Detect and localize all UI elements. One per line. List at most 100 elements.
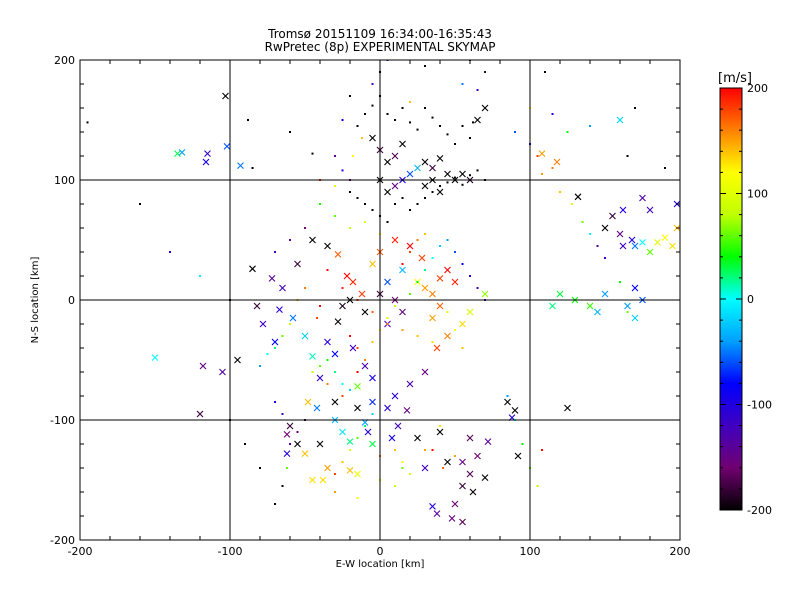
x-marker-point	[388, 434, 396, 442]
dot-marker-point	[349, 335, 351, 337]
dot-marker-point	[247, 119, 249, 121]
x-marker-point	[316, 440, 324, 448]
dot-marker-point	[551, 167, 554, 169]
dot-marker-point	[289, 131, 291, 133]
dot-marker-point	[536, 155, 539, 157]
chart-title: Tromsø 20151109 16:34:00-16:35:43	[267, 27, 492, 41]
x-marker-point	[444, 332, 451, 340]
x-axis-label: E-W location [km]	[336, 559, 425, 570]
dot-marker-point	[461, 83, 464, 85]
dot-marker-point	[476, 169, 479, 172]
x-marker-point	[421, 464, 429, 472]
y-tick-label: -200	[50, 534, 75, 547]
x-marker-point	[601, 224, 609, 232]
dot-marker-point	[361, 137, 363, 139]
dot-marker-point	[461, 183, 464, 186]
colorbar-tick-label: 200	[747, 82, 768, 95]
dot-marker-point	[416, 128, 419, 131]
dot-marker-point	[334, 215, 336, 217]
dot-marker-point	[544, 71, 546, 73]
x-marker-point	[369, 134, 376, 142]
x-marker-point	[223, 143, 231, 150]
x-marker-point	[286, 422, 294, 430]
x-marker-point	[204, 150, 211, 157]
dot-marker-point	[439, 425, 441, 427]
dot-marker-point	[536, 485, 539, 487]
dot-marker-point	[86, 121, 89, 124]
x-marker-point	[369, 260, 376, 268]
x-marker-point	[268, 275, 276, 282]
dot-marker-point	[259, 365, 261, 367]
x-marker-point	[253, 302, 261, 310]
x-marker-point	[481, 474, 489, 481]
x-marker-point	[324, 464, 331, 472]
dot-marker-point	[371, 83, 374, 85]
dot-marker-point	[439, 245, 441, 247]
x-marker-point	[654, 239, 661, 246]
x-marker-point	[459, 518, 466, 526]
x-marker-point	[481, 104, 489, 112]
x-marker-point	[294, 260, 301, 268]
x-marker-point	[466, 308, 474, 316]
x-marker-point	[199, 362, 207, 370]
x-marker-point	[414, 434, 421, 442]
x-marker-point	[646, 206, 654, 214]
x-marker-point	[316, 374, 324, 382]
x-marker-point	[234, 356, 241, 364]
x-marker-point	[628, 236, 636, 244]
dot-marker-point	[394, 119, 396, 121]
x-marker-point	[466, 470, 474, 478]
dot-marker-point	[589, 233, 591, 235]
x-marker-point	[616, 230, 624, 238]
x-marker-point	[354, 470, 361, 478]
x-marker-point	[354, 404, 361, 412]
dot-marker-point	[281, 335, 284, 337]
x-tick-label: -100	[218, 545, 243, 558]
x-marker-point	[451, 500, 459, 508]
dot-marker-point	[431, 449, 434, 451]
dot-marker-point	[541, 173, 543, 175]
dot-marker-point	[349, 95, 351, 97]
dot-marker-point	[469, 174, 471, 177]
dot-marker-point	[326, 359, 329, 361]
dot-marker-point	[349, 389, 351, 391]
dot-marker-point	[469, 275, 471, 277]
dot-marker-point	[371, 209, 374, 211]
x-marker-point	[319, 476, 327, 484]
dot-marker-point	[289, 323, 291, 325]
x-marker-point	[384, 278, 391, 286]
dot-marker-point	[334, 491, 336, 493]
dot-marker-point	[281, 485, 284, 487]
x-marker-point	[481, 290, 489, 298]
dot-marker-point	[266, 353, 269, 355]
colorbar-tick-label: -100	[747, 399, 772, 412]
x-marker-point	[219, 368, 226, 376]
x-marker-point	[346, 467, 354, 474]
dot-marker-point	[409, 251, 411, 253]
x-marker-point	[196, 410, 204, 418]
dot-marker-point	[551, 113, 554, 115]
x-marker-point	[484, 438, 492, 445]
x-marker-point	[661, 234, 669, 241]
dot-marker-point	[274, 503, 276, 505]
dot-marker-point	[251, 167, 254, 169]
x-marker-point	[564, 404, 571, 412]
dot-marker-point	[409, 101, 411, 103]
x-marker-point	[436, 188, 444, 196]
dot-marker-point	[326, 269, 329, 271]
dot-marker-point	[416, 239, 419, 241]
x-marker-point	[391, 236, 399, 244]
dot-marker-point	[559, 191, 561, 193]
x-marker-point	[237, 162, 244, 169]
x-tick-label: -200	[68, 545, 93, 558]
dot-marker-point	[506, 395, 509, 397]
x-marker-point	[639, 194, 646, 202]
dot-marker-point	[446, 181, 449, 184]
x-marker-point	[391, 152, 399, 160]
dot-marker-point	[409, 121, 411, 124]
dot-marker-point	[619, 281, 621, 283]
x-marker-point	[421, 158, 429, 166]
dot-marker-point	[484, 71, 486, 73]
dot-marker-point	[394, 305, 396, 307]
